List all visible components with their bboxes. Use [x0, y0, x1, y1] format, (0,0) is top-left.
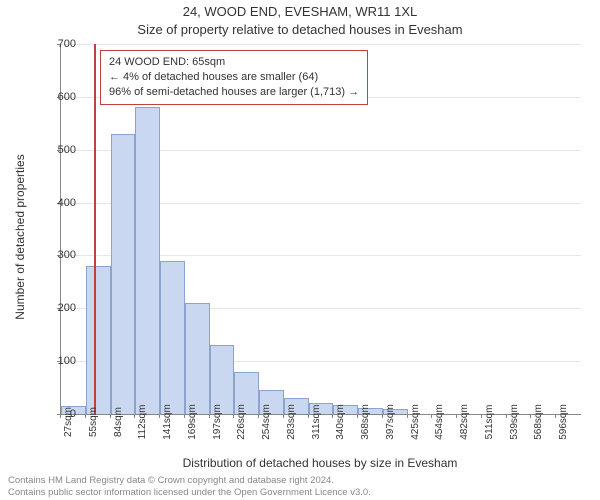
x-tick-label: 55sqm [88, 407, 99, 437]
x-tick-label: 283sqm [286, 404, 297, 440]
x-tick-label: 254sqm [261, 404, 272, 440]
x-tick-label: 340sqm [335, 404, 346, 440]
x-tick-label: 141sqm [162, 404, 173, 440]
histogram-bar [185, 303, 210, 414]
x-tick-label: 169sqm [187, 404, 198, 440]
attribution-line: Contains public sector information licen… [8, 487, 371, 498]
x-tick-label: 454sqm [434, 404, 445, 440]
y-tick-label: 500 [46, 144, 76, 156]
x-tick-label: 596sqm [558, 404, 569, 440]
x-tick-label: 482sqm [459, 404, 470, 440]
x-tick-label: 112sqm [137, 405, 148, 440]
y-tick-label: 600 [46, 91, 76, 103]
x-tick-label: 425sqm [410, 404, 421, 440]
x-tick-label: 568sqm [533, 404, 544, 440]
infobox-line: 96% of semi-detached houses are larger (… [109, 85, 359, 100]
histogram-bar [160, 261, 185, 414]
x-tick-label: 226sqm [236, 404, 247, 440]
chart-title-address: 24, WOOD END, EVESHAM, WR11 1XL [0, 4, 600, 19]
histogram-bar [135, 107, 160, 414]
x-tick-label: 197sqm [212, 404, 223, 440]
chart-title-sub: Size of property relative to detached ho… [0, 22, 600, 37]
attribution-line: Contains HM Land Registry data © Crown c… [8, 475, 371, 486]
infobox-line: 24 WOOD END: 65sqm [109, 55, 359, 70]
attribution-text: Contains HM Land Registry data © Crown c… [8, 475, 371, 498]
x-tick-label: 397sqm [385, 404, 396, 440]
marker-info-box: 24 WOOD END: 65sqm ← 4% of detached hous… [100, 50, 368, 105]
infobox-line: ← 4% of detached houses are smaller (64) [109, 70, 359, 85]
x-tick-label: 368sqm [360, 404, 371, 440]
x-axis-label: Distribution of detached houses by size … [60, 456, 580, 470]
x-tick-label: 311sqm [311, 405, 322, 440]
y-tick-label: 400 [46, 197, 76, 209]
x-tick-label: 539sqm [509, 404, 520, 440]
y-tick-label: 700 [46, 38, 76, 50]
property-marker-line [94, 44, 96, 414]
x-tick-label: 84sqm [113, 407, 124, 437]
histogram-bar [111, 134, 136, 414]
x-tick-label: 27sqm [63, 407, 74, 437]
y-tick-label: 100 [46, 355, 76, 367]
histogram-bar [86, 266, 111, 414]
y-tick-label: 200 [46, 302, 76, 314]
y-tick-label: 300 [46, 249, 76, 261]
y-axis-label: Number of detached properties [13, 87, 27, 387]
x-tick-label: 511sqm [484, 405, 495, 440]
